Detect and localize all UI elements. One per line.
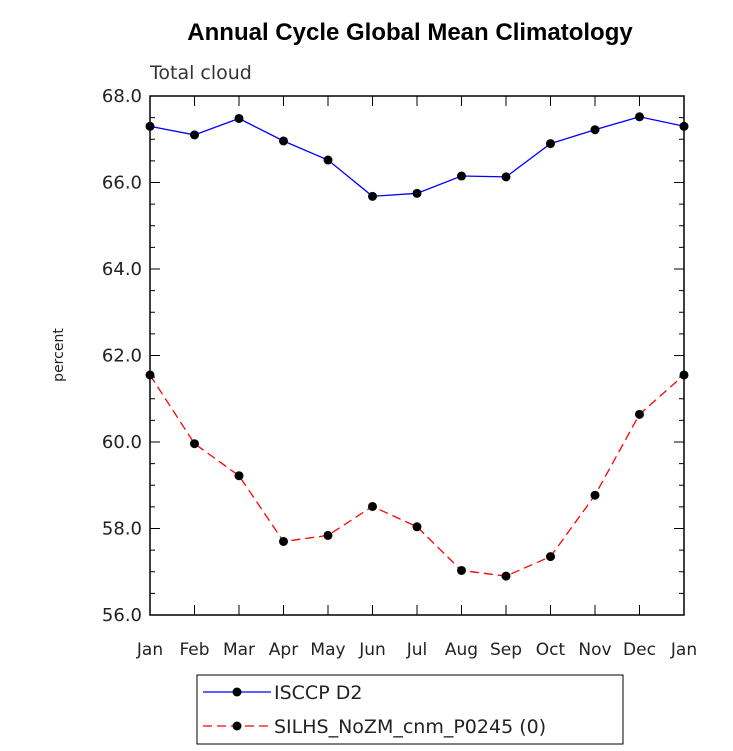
- x-tick-label: Dec: [623, 640, 656, 660]
- chart-title: Annual Cycle Global Mean Climatology: [187, 19, 633, 46]
- x-tick-label: Jul: [406, 640, 428, 660]
- y-tick-label: 64.0: [102, 259, 142, 280]
- data-point: [279, 136, 288, 146]
- y-tick-label: 62.0: [102, 346, 142, 367]
- data-point: [234, 113, 244, 123]
- y-tick-label: 66.0: [102, 173, 142, 194]
- legend: ISCCP D2 SILHS_NoZM_cnm_P0245 (0): [196, 674, 624, 745]
- data-point: [145, 370, 155, 380]
- x-tick-label: Jun: [358, 640, 386, 660]
- plot-frame: [149, 95, 685, 616]
- data-point: [190, 439, 199, 449]
- series-line-0: [149, 116, 685, 197]
- series-line-1: [149, 374, 685, 577]
- data-point: [234, 471, 244, 481]
- data-point: [590, 125, 600, 135]
- data-point: [368, 501, 377, 511]
- x-tick-label: Apr: [269, 640, 298, 660]
- data-point: [501, 571, 511, 581]
- y-tick-label: 58.0: [102, 519, 142, 540]
- data-point: [457, 171, 466, 181]
- data-point: [279, 536, 288, 546]
- data-point: [635, 112, 644, 122]
- data-point: [457, 565, 466, 575]
- data-point: [323, 155, 333, 165]
- x-tick-label: Sep: [490, 640, 522, 660]
- data-point: [145, 121, 155, 131]
- data-point: [190, 130, 199, 140]
- legend-marker: [232, 687, 242, 697]
- y-tick-label: 68.0: [102, 86, 142, 107]
- data-point: [546, 139, 555, 149]
- data-point: [546, 552, 555, 562]
- x-tick-label: Nov: [578, 640, 611, 660]
- y-tick-label: 56.0: [102, 605, 142, 626]
- data-point: [679, 370, 689, 380]
- x-tick-label: Oct: [536, 640, 566, 660]
- x-tick-label: May: [310, 640, 345, 660]
- data-point: [501, 172, 511, 182]
- chart-subtitle: Total cloud: [149, 62, 252, 84]
- x-tick-label: Feb: [179, 640, 209, 660]
- x-tick-label: Jan: [136, 640, 163, 660]
- data-point: [679, 121, 689, 131]
- legend-label: ISCCP D2: [274, 682, 362, 704]
- legend-box: [196, 674, 624, 745]
- x-tick-label: Mar: [223, 640, 255, 660]
- y-tick-label: 60.0: [102, 432, 142, 453]
- legend-marker: [232, 721, 242, 731]
- data-point: [323, 530, 333, 540]
- x-tick-label: Jan: [670, 640, 697, 660]
- data-point: [635, 409, 644, 419]
- data-point: [368, 191, 377, 201]
- x-tick-label: Aug: [445, 640, 478, 660]
- data-point: [412, 188, 422, 198]
- data-point: [590, 490, 600, 500]
- legend-label: SILHS_NoZM_cnm_P0245 (0): [274, 716, 546, 738]
- y-axis-title: percent: [51, 328, 67, 382]
- data-point: [412, 522, 422, 532]
